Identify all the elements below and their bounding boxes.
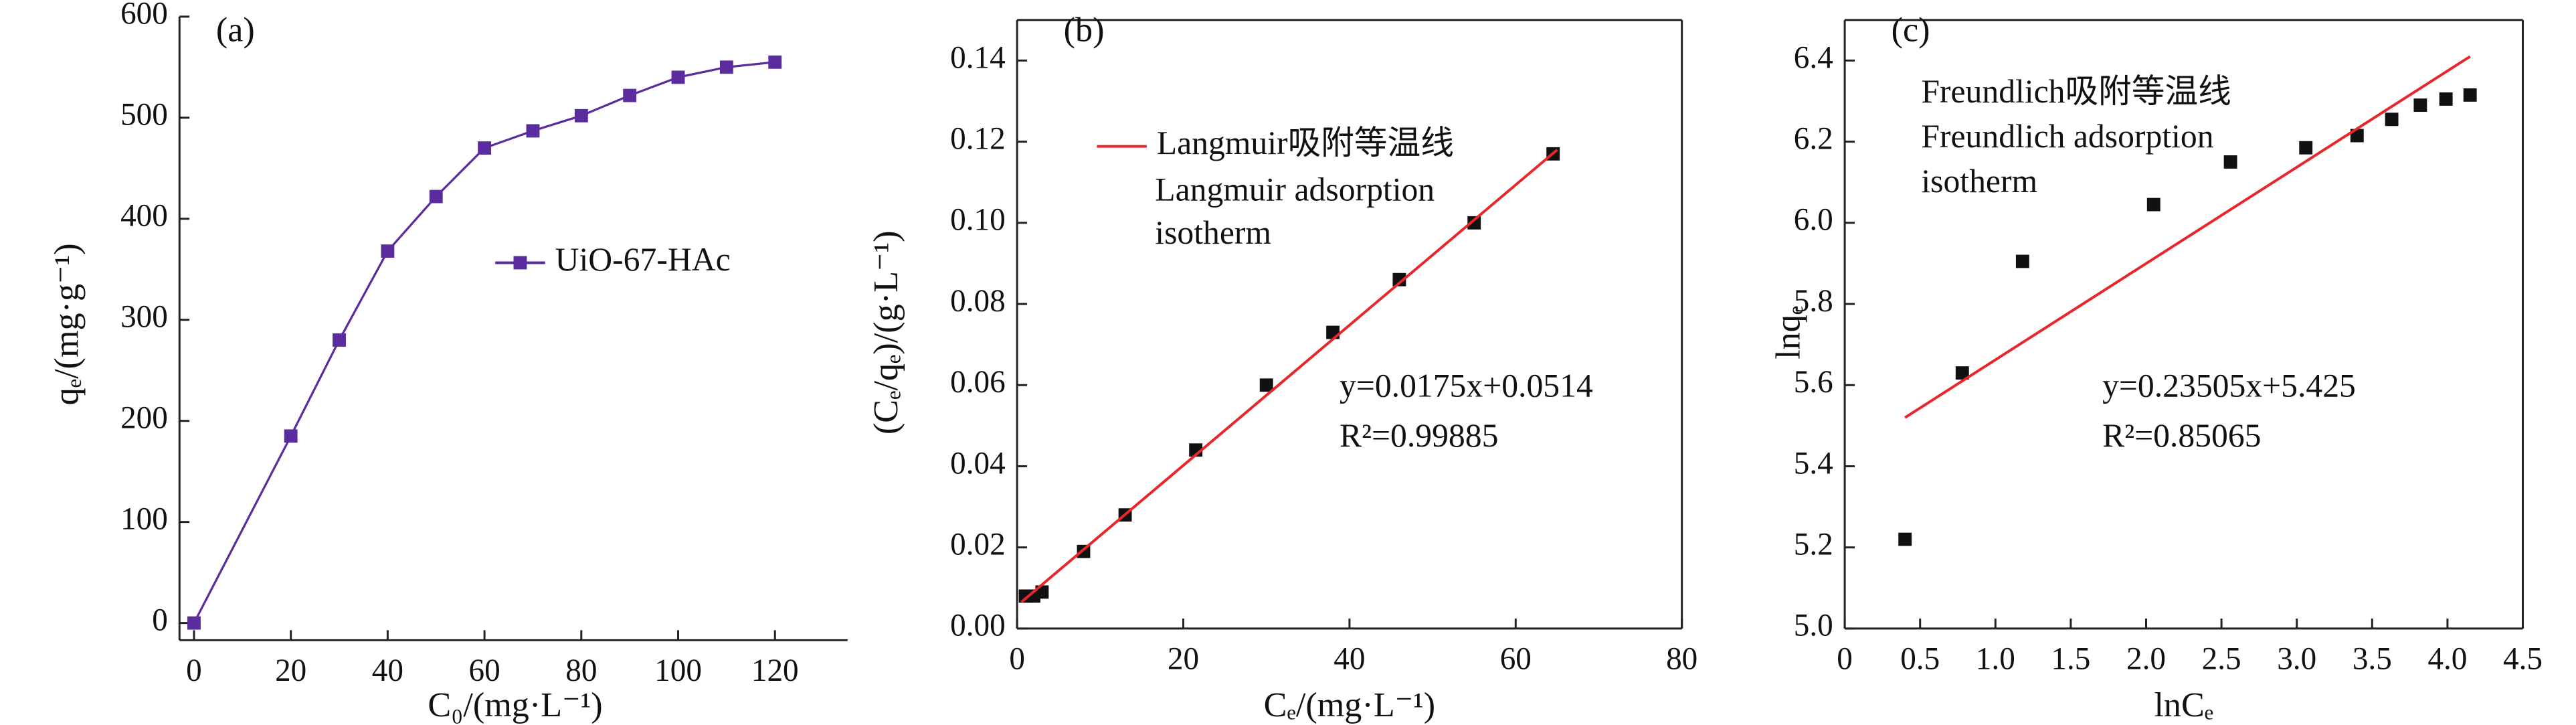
x-axis-label: C₀/(mg·L⁻¹)	[428, 686, 602, 724]
data-point	[2299, 141, 2313, 155]
x-tick-label: 40	[372, 653, 403, 688]
annotation: R²=0.99885	[1340, 417, 1498, 454]
x-tick-label: 2.0	[2126, 641, 2166, 676]
data-point	[719, 60, 733, 74]
panel-label: (c)	[1892, 11, 1930, 50]
x-tick-label: 3.5	[2353, 641, 2392, 676]
y-tick-label: 600	[120, 0, 168, 31]
data-point	[381, 244, 395, 258]
data-point	[187, 616, 201, 630]
data-point	[623, 88, 637, 102]
x-tick-label: 0	[186, 653, 202, 688]
chart-panel: 0 20 40 60 80 0.00 0.02 0.04 0.06 0.08 0.10 0.12 0.1…	[867, 11, 1697, 724]
y-tick-label: 6.4	[1794, 40, 1833, 75]
x-tick-label: 4.5	[2503, 641, 2543, 676]
data-point	[2463, 88, 2477, 102]
data-point	[478, 141, 492, 155]
data-point	[1326, 325, 1340, 339]
data-point	[2439, 92, 2453, 106]
data-point	[284, 429, 298, 443]
x-tick-label: 60	[469, 653, 500, 688]
y-tick-label: 400	[120, 199, 168, 234]
y-tick-label: 5.8	[1794, 284, 1833, 319]
x-tick-label: 40	[1333, 641, 1365, 676]
annotation: Freundlich adsorption	[1921, 118, 2213, 155]
panel-label: (b)	[1064, 11, 1105, 50]
y-tick-label: 5.0	[1794, 609, 1833, 643]
x-tick-label: 0	[1837, 641, 1853, 676]
annotation: y=0.0175x+0.0514	[1340, 368, 1593, 404]
annotation: Langmuir adsorption	[1155, 171, 1435, 208]
data-point	[768, 55, 782, 69]
annotation: Freundlich吸附等温线	[1921, 73, 2231, 110]
y-tick-label: 100	[120, 502, 168, 537]
data-point	[671, 70, 685, 84]
data-point	[2413, 98, 2427, 112]
annotation: isotherm	[1921, 163, 2037, 199]
x-tick-label: 4.0	[2427, 641, 2467, 676]
data-point	[2015, 254, 2029, 268]
legend-label: Langmuir吸附等温线	[1157, 125, 1454, 161]
x-tick-label: 20	[1168, 641, 1199, 676]
y-tick-label: 5.2	[1794, 528, 1833, 562]
y-tick-label: 0.12	[950, 121, 1006, 156]
y-tick-label: 0.14	[950, 40, 1006, 75]
x-tick-label: 120	[751, 653, 799, 688]
x-tick-label: 0.5	[1900, 641, 1940, 676]
data-point	[1898, 532, 1912, 546]
x-tick-label: 1.0	[1976, 641, 2015, 676]
data-point	[526, 124, 540, 138]
x-tick-label: 0	[1009, 641, 1025, 676]
annotation: R²=0.85065	[2102, 417, 2261, 454]
x-tick-label: 60	[1500, 641, 1532, 676]
data-point	[574, 108, 588, 123]
y-tick-label: 5.4	[1794, 446, 1833, 481]
data-point	[333, 333, 346, 347]
y-tick-label: 0.08	[950, 284, 1006, 319]
y-tick-label: 0.00	[950, 609, 1006, 643]
y-axis-label: qₑ/(mg·g⁻¹)	[48, 243, 86, 405]
panel-label: (a)	[216, 11, 255, 50]
x-axis-label: lnCₑ	[2154, 686, 2213, 724]
legend-label: UiO-67-HAc	[555, 241, 731, 278]
y-tick-label: 6.0	[1794, 203, 1833, 238]
x-tick-label: 80	[565, 653, 597, 688]
y-tick-label: 500	[120, 98, 168, 133]
y-tick-label: 0	[152, 602, 168, 637]
chart-panel: 0 0.5 1.0 1.5 2.0 2.5 3.0 3.5 4.0 4.5 5.0 5.2 5.4 5.6…	[1770, 11, 2543, 724]
y-tick-label: 0.10	[950, 203, 1006, 238]
annotation: y=0.23505x+5.425	[2102, 368, 2356, 404]
x-tick-label: 1.5	[2051, 641, 2090, 676]
chart-panel: 0 20 40 60 80 100 120 0 100 200 300 400 500 600 C₀/(mg…	[48, 0, 848, 724]
y-tick-label: 0.06	[950, 365, 1006, 400]
data-point	[1955, 366, 1969, 380]
y-tick-label: 0.02	[950, 528, 1006, 562]
data-point	[429, 189, 443, 204]
data-point	[2385, 112, 2399, 127]
y-tick-label: 200	[120, 401, 168, 436]
data-point	[1259, 378, 1273, 392]
data-point	[2146, 197, 2160, 212]
y-tick-label: 300	[120, 300, 168, 335]
data-point	[2223, 155, 2237, 169]
x-axis-label: Cₑ/(mg·L⁻¹)	[1264, 686, 1435, 724]
annotation: isotherm	[1155, 214, 1271, 251]
y-axis-label: (Cₑ/qₑ)/(g·L⁻¹)	[867, 231, 905, 435]
fit-line	[1904, 55, 2471, 419]
x-tick-label: 100	[654, 653, 702, 688]
x-tick-label: 2.5	[2202, 641, 2241, 676]
y-tick-label: 6.2	[1794, 121, 1833, 156]
x-tick-label: 20	[275, 653, 306, 688]
legend-marker	[513, 256, 527, 270]
y-tick-label: 0.04	[950, 446, 1006, 481]
x-tick-label: 3.0	[2277, 641, 2316, 676]
fit-line	[1020, 149, 1558, 604]
series-line	[193, 61, 775, 624]
data-point	[1467, 216, 1481, 230]
y-tick-label: 5.6	[1794, 365, 1833, 400]
x-tick-label: 80	[1666, 641, 1697, 676]
data-point	[1392, 272, 1406, 287]
y-axis-label: lnqₑ	[1770, 306, 1808, 359]
